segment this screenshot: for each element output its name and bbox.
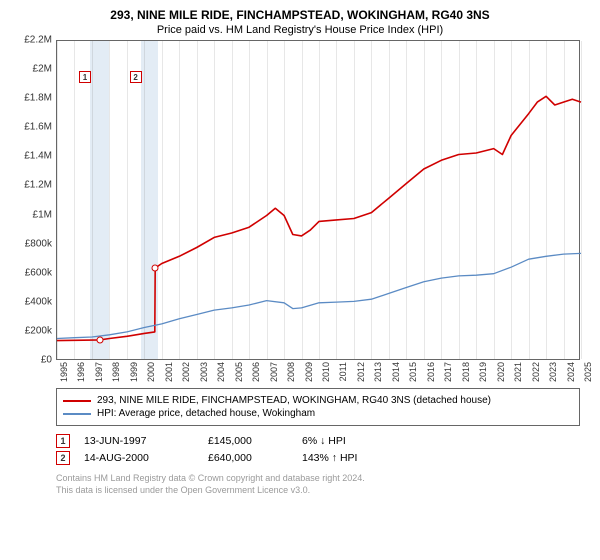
x-tick-label: 1995 bbox=[59, 362, 69, 382]
y-tick-label: £0 bbox=[41, 355, 52, 366]
y-tick-label: £600k bbox=[25, 267, 52, 278]
y-tick-label: £200k bbox=[25, 325, 52, 336]
x-tick-label: 2012 bbox=[356, 362, 366, 382]
x-tick-label: 2007 bbox=[269, 362, 279, 382]
x-tick-label: 2025 bbox=[583, 362, 593, 382]
x-tick-label: 2022 bbox=[531, 362, 541, 382]
attribution-line2: This data is licensed under the Open Gov… bbox=[56, 485, 580, 497]
x-tick-label: 1999 bbox=[129, 362, 139, 382]
y-tick-label: £1.4M bbox=[24, 151, 52, 162]
plot-wrap: £0 £200k £400k £600k £800k £1M £1.2M £1.4M £1.6M… bbox=[10, 40, 590, 380]
sale-pct: 143% ↑ HPI bbox=[302, 452, 402, 464]
x-tick-label: 2021 bbox=[513, 362, 523, 382]
plot-area: 12 bbox=[56, 40, 580, 360]
sale-marker-box: 2 bbox=[130, 71, 142, 83]
y-tick-label: £1.6M bbox=[24, 122, 52, 133]
gridline-vertical bbox=[581, 41, 582, 359]
x-tick-label: 2008 bbox=[286, 362, 296, 382]
sale-marker: 1 bbox=[56, 434, 70, 448]
x-tick-label: 2001 bbox=[164, 362, 174, 382]
plot-svg bbox=[57, 41, 581, 361]
x-tick-label: 2013 bbox=[373, 362, 383, 382]
sale-date: 13-JUN-1997 bbox=[84, 435, 194, 447]
attribution-line1: Contains HM Land Registry data © Crown c… bbox=[56, 473, 580, 485]
x-tick-label: 2009 bbox=[304, 362, 314, 382]
legend-item: 293, NINE MILE RIDE, FINCHAMPSTEAD, WOKI… bbox=[63, 395, 573, 406]
legend: 293, NINE MILE RIDE, FINCHAMPSTEAD, WOKI… bbox=[56, 388, 580, 426]
x-tick-label: 2004 bbox=[216, 362, 226, 382]
sale-marker-box: 1 bbox=[79, 71, 91, 83]
x-tick-label: 1996 bbox=[76, 362, 86, 382]
legend-item: HPI: Average price, detached house, Woki… bbox=[63, 408, 573, 419]
attribution: Contains HM Land Registry data © Crown c… bbox=[56, 473, 580, 496]
chart-title: 293, NINE MILE RIDE, FINCHAMPSTEAD, WOKI… bbox=[10, 8, 590, 22]
chart-container: 293, NINE MILE RIDE, FINCHAMPSTEAD, WOKI… bbox=[0, 0, 600, 496]
y-tick-label: £800k bbox=[25, 238, 52, 249]
sale-data-point bbox=[152, 264, 159, 271]
y-tick-label: £1M bbox=[33, 209, 52, 220]
x-tick-label: 2023 bbox=[548, 362, 558, 382]
y-tick-label: £1.2M bbox=[24, 180, 52, 191]
x-tick-label: 2005 bbox=[234, 362, 244, 382]
y-axis: £0£200k£400k£600k£800k£1M£1.2M£1.4M£1.6M… bbox=[10, 40, 54, 360]
chart-subtitle: Price paid vs. HM Land Registry's House … bbox=[10, 24, 590, 36]
series-hpi bbox=[57, 253, 581, 338]
sale-row: 2 14-AUG-2000 £640,000 143% ↑ HPI bbox=[56, 451, 580, 465]
sale-date: 14-AUG-2000 bbox=[84, 452, 194, 464]
legend-label: 293, NINE MILE RIDE, FINCHAMPSTEAD, WOKI… bbox=[97, 395, 491, 406]
x-tick-label: 2006 bbox=[251, 362, 261, 382]
x-tick-label: 2002 bbox=[181, 362, 191, 382]
legend-swatch bbox=[63, 413, 91, 415]
x-tick-label: 1997 bbox=[94, 362, 104, 382]
y-tick-label: £2.2M bbox=[24, 35, 52, 46]
y-tick-label: £400k bbox=[25, 296, 52, 307]
x-tick-label: 2003 bbox=[199, 362, 209, 382]
legend-swatch bbox=[63, 400, 91, 402]
x-tick-label: 2011 bbox=[338, 362, 348, 381]
series-price_paid bbox=[57, 96, 581, 340]
x-tick-label: 2014 bbox=[391, 362, 401, 382]
sale-pct: 6% ↓ HPI bbox=[302, 435, 402, 447]
x-tick-label: 2000 bbox=[146, 362, 156, 382]
sale-row: 1 13-JUN-1997 £145,000 6% ↓ HPI bbox=[56, 434, 580, 448]
y-tick-label: £1.8M bbox=[24, 93, 52, 104]
sale-price: £640,000 bbox=[208, 452, 288, 464]
x-axis: 1995 1996 1997 1998 1999 2000 2001 2002 2003 2004… bbox=[56, 360, 580, 380]
x-tick-label: 2019 bbox=[478, 362, 488, 382]
x-tick-label: 2017 bbox=[443, 362, 453, 382]
sale-data-point bbox=[96, 336, 103, 343]
x-tick-label: 2024 bbox=[566, 362, 576, 382]
x-tick-label: 2015 bbox=[408, 362, 418, 382]
sale-marker: 2 bbox=[56, 451, 70, 465]
legend-label: HPI: Average price, detached house, Woki… bbox=[97, 408, 315, 419]
x-tick-label: 1998 bbox=[111, 362, 121, 382]
x-tick-label: 2010 bbox=[321, 362, 331, 382]
title-block: 293, NINE MILE RIDE, FINCHAMPSTEAD, WOKI… bbox=[10, 8, 590, 36]
x-tick-label: 2018 bbox=[461, 362, 471, 382]
x-tick-label: 2020 bbox=[496, 362, 506, 382]
sale-price: £145,000 bbox=[208, 435, 288, 447]
sales-table: 1 13-JUN-1997 £145,000 6% ↓ HPI 2 14-AUG-2000… bbox=[56, 434, 580, 465]
y-tick-label: £2M bbox=[33, 64, 52, 75]
x-tick-label: 2016 bbox=[426, 362, 436, 382]
